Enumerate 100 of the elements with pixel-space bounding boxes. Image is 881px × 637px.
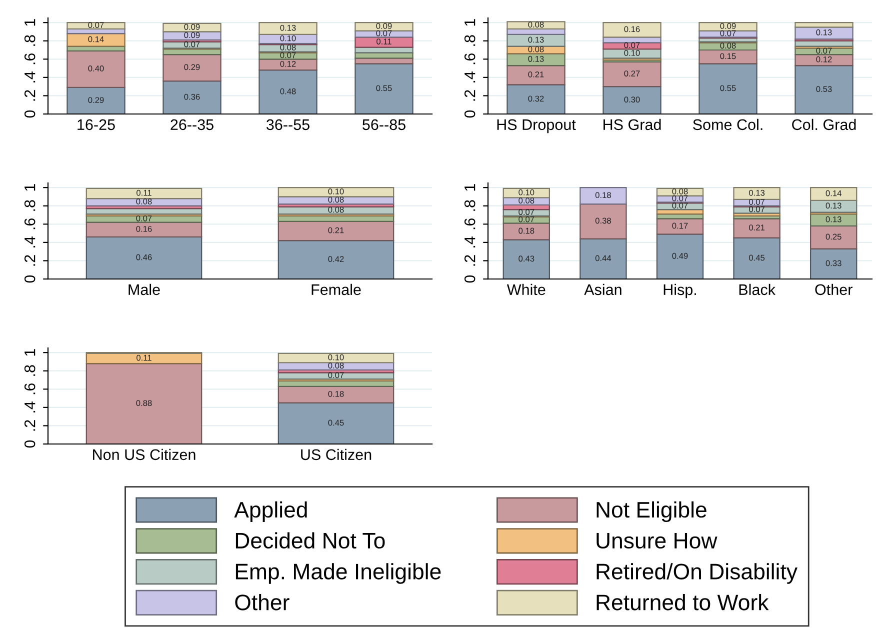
y-tick-label: .6 bbox=[24, 383, 36, 394]
data-label: 0.13 bbox=[816, 29, 832, 36]
y-tick-label: 0 bbox=[24, 440, 36, 448]
y-tick-label: 0 bbox=[24, 110, 36, 118]
data-label: 0.07 bbox=[328, 372, 344, 378]
data-label: 0.30 bbox=[624, 96, 640, 103]
data-label: 0.09 bbox=[184, 24, 200, 30]
y-tick-label: .6 bbox=[464, 218, 476, 230]
data-label: 0.07 bbox=[749, 198, 764, 205]
x-tick-label: US Citizen bbox=[301, 448, 372, 460]
data-label: 0.10 bbox=[624, 50, 640, 56]
data-label: 0.44 bbox=[595, 255, 612, 262]
data-label: 0.16 bbox=[136, 226, 152, 232]
y-tick-label: .8 bbox=[464, 200, 476, 211]
data-label: 0.21 bbox=[749, 224, 765, 230]
y-tick-label: 1 bbox=[464, 184, 476, 191]
data-label: 0.08 bbox=[672, 188, 688, 194]
data-label: 0.21 bbox=[528, 71, 544, 78]
y-tick-label: 1 bbox=[24, 349, 36, 356]
x-tick-label: Male bbox=[128, 284, 160, 296]
x-tick-label: Non US Citizen bbox=[93, 448, 196, 460]
data-label: 0.11 bbox=[376, 38, 392, 44]
data-label: 0.07 bbox=[376, 30, 392, 36]
data-label: 0.48 bbox=[280, 88, 296, 94]
data-label: 0.45 bbox=[328, 420, 344, 426]
data-label: 0.07 bbox=[518, 209, 534, 215]
data-label: 0.33 bbox=[826, 260, 842, 266]
data-label: 0.07 bbox=[280, 52, 296, 58]
data-label: 0.07 bbox=[88, 22, 104, 28]
data-label: 0.13 bbox=[826, 216, 842, 222]
legend-label: Decided Not To bbox=[236, 532, 385, 549]
data-label: 0.13 bbox=[528, 56, 544, 62]
data-label: 0.49 bbox=[672, 252, 688, 259]
y-tick-label: 1 bbox=[464, 19, 476, 26]
data-label: 0.13 bbox=[528, 36, 544, 43]
y-tick-label: .2 bbox=[24, 420, 36, 431]
data-label: 0.07 bbox=[720, 30, 736, 36]
x-tick-label: 36--55 bbox=[266, 119, 310, 130]
data-label: 0.08 bbox=[328, 362, 344, 369]
y-tick-label: .8 bbox=[24, 35, 36, 46]
data-label: 0.40 bbox=[88, 66, 104, 72]
y-tick-label: .2 bbox=[24, 255, 36, 266]
data-label: 0.08 bbox=[528, 22, 544, 28]
data-label: 0.07 bbox=[816, 48, 832, 54]
y-tick-label: 0 bbox=[24, 275, 36, 283]
data-label: 0.18 bbox=[328, 390, 344, 397]
x-tick-label: 16-25 bbox=[78, 119, 115, 130]
data-label: 0.09 bbox=[376, 23, 392, 29]
y-tick-label: .6 bbox=[464, 53, 476, 64]
y-tick-label: .4 bbox=[24, 236, 36, 248]
data-label: 0.38 bbox=[595, 218, 611, 224]
data-label: 0.13 bbox=[826, 202, 842, 209]
data-label: 0.13 bbox=[280, 24, 296, 31]
data-label: 0.07 bbox=[672, 202, 688, 209]
data-label: 0.10 bbox=[518, 189, 534, 196]
data-label: 0.12 bbox=[280, 60, 296, 67]
y-tick-label: .4 bbox=[464, 72, 476, 82]
data-label: 0.07 bbox=[672, 195, 688, 202]
legend-label: Not Eligible bbox=[596, 501, 706, 522]
x-tick-label: Hisp. bbox=[664, 284, 696, 298]
data-label: 0.08 bbox=[280, 44, 296, 50]
data-label: 0.36 bbox=[184, 94, 200, 100]
data-label: 0.10 bbox=[328, 354, 344, 360]
data-label: 0.46 bbox=[136, 254, 152, 260]
data-label: 0.53 bbox=[816, 86, 832, 92]
legend-label: Returned to Work bbox=[596, 594, 769, 610]
y-tick-label: 1 bbox=[24, 19, 36, 26]
data-label: 0.14 bbox=[826, 190, 842, 196]
data-label: 0.07 bbox=[749, 206, 764, 212]
y-tick-label: .6 bbox=[24, 218, 36, 230]
data-label: 0.15 bbox=[720, 53, 736, 60]
data-label: 0.08 bbox=[518, 198, 534, 204]
data-label: 0.08 bbox=[136, 198, 152, 204]
data-label: 0.27 bbox=[624, 70, 640, 76]
data-label: 0.21 bbox=[328, 227, 344, 234]
y-tick-label: .6 bbox=[24, 53, 36, 64]
x-tick-label: Col. Grad bbox=[792, 118, 856, 130]
data-label: 0.45 bbox=[749, 254, 765, 261]
data-label: 0.25 bbox=[826, 234, 842, 240]
data-label: 0.07 bbox=[624, 42, 640, 48]
data-label: 0.08 bbox=[328, 196, 344, 203]
legend-label: Retired/On Disability bbox=[596, 563, 798, 584]
legend-label: Emp. Made Ineligible bbox=[236, 563, 441, 584]
data-label: 0.88 bbox=[136, 400, 152, 406]
data-label: 0.18 bbox=[595, 192, 611, 198]
legend-label: Other bbox=[235, 594, 290, 610]
data-label: 0.29 bbox=[184, 64, 200, 70]
x-tick-label: HS Dropout bbox=[497, 119, 576, 134]
y-tick-label: .2 bbox=[24, 90, 36, 101]
data-label: 0.10 bbox=[280, 35, 296, 42]
data-label: 0.17 bbox=[672, 222, 688, 229]
y-tick-label: .4 bbox=[24, 402, 36, 412]
data-label: 0.55 bbox=[376, 85, 392, 92]
data-label: 0.14 bbox=[88, 36, 104, 42]
data-label: 0.32 bbox=[528, 96, 544, 102]
x-tick-label: 26--35 bbox=[170, 119, 214, 130]
data-label: 0.18 bbox=[518, 228, 534, 234]
data-label: 0.42 bbox=[328, 256, 344, 262]
data-label: 0.09 bbox=[184, 32, 200, 38]
y-tick-label: .2 bbox=[464, 90, 476, 101]
